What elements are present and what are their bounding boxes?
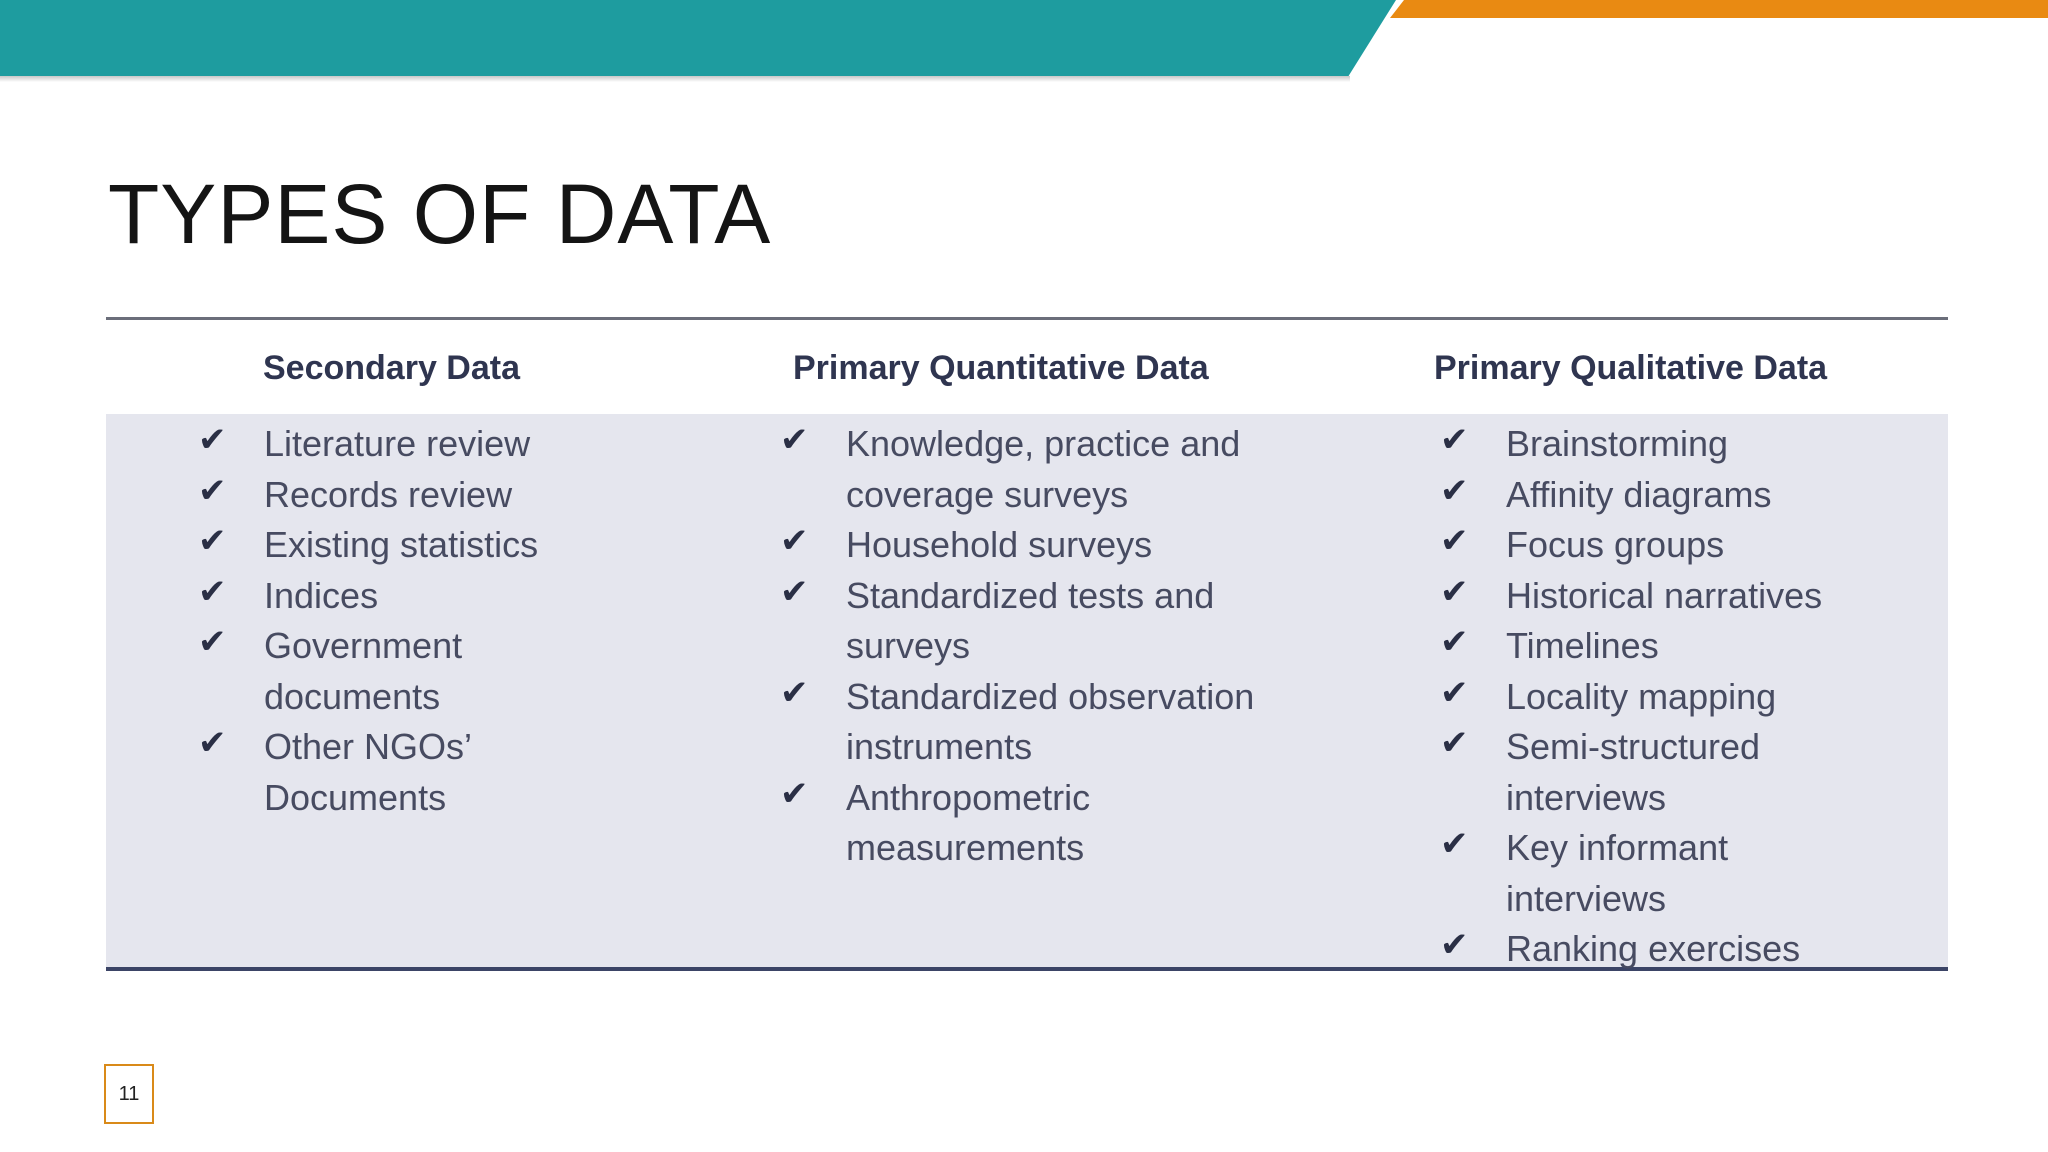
checkmark-icon: ✔ xyxy=(198,622,227,662)
list-item: ✔ Household surveys xyxy=(780,520,1300,571)
checkmark-icon: ✔ xyxy=(780,773,809,814)
checkmark-icon: ✔ xyxy=(1440,723,1469,763)
checkmark-icon: ✔ xyxy=(1440,420,1469,460)
checkmark-icon: ✔ xyxy=(198,420,227,460)
checkmark-icon: ✔ xyxy=(1440,571,1469,612)
list-item: ✔ Knowledge, practice and coverage survey… xyxy=(780,419,1300,520)
table-body-background xyxy=(106,414,1948,967)
list-item: ✔ Brainstorming xyxy=(1440,419,1860,470)
list-item-text: Ranking exercises xyxy=(1506,928,1801,969)
table-bottom-rule xyxy=(106,967,1948,971)
header-banner-teal xyxy=(0,0,1396,76)
list-item-text: Brainstorming xyxy=(1506,423,1729,464)
header-banner-orange xyxy=(1390,0,2048,18)
column-header-primary-quantitative: Primary Quantitative Data xyxy=(793,349,1209,387)
checkmark-icon: ✔ xyxy=(780,672,809,713)
column-header-primary-qualitative: Primary Qualitative Data xyxy=(1434,349,1828,387)
list-item-text: Literature review xyxy=(264,423,531,464)
list-item-text: Knowledge, practice and coverage surveys xyxy=(846,423,1241,515)
list-item-text: Anthropometric measurements xyxy=(846,776,1091,869)
list-item-text: Standardized tests and surveys xyxy=(846,574,1215,667)
list-item: ✔ Historical narratives xyxy=(1440,571,1860,622)
data-types-table: Secondary Data Primary Quantitative Data… xyxy=(106,317,1948,971)
checkmark-icon: ✔ xyxy=(198,521,227,561)
header-banner-shadow xyxy=(0,76,1350,82)
list-item: ✔ Literature review xyxy=(198,419,568,470)
checkmark-icon: ✔ xyxy=(1440,470,1469,511)
list-item-text: Historical narratives xyxy=(1506,574,1823,616)
checkmark-icon: ✔ xyxy=(780,571,809,612)
list-item: ✔ Government documents xyxy=(198,621,568,722)
checkmark-icon: ✔ xyxy=(198,723,227,763)
list-item: ✔ Ranking exercises xyxy=(1440,924,1860,975)
secondary-data-list: ✔ Literature review ✔ Records review ✔ Existi… xyxy=(198,419,568,823)
checkmark-icon: ✔ xyxy=(1440,925,1469,965)
list-item: ✔ Semi-structured interviews xyxy=(1440,722,1860,823)
list-item-text: Government documents xyxy=(264,625,463,717)
list-item: ✔ Existing statistics xyxy=(198,520,568,571)
list-item-text: Focus groups xyxy=(1506,524,1725,565)
list-item: ✔ Locality mapping xyxy=(1440,672,1860,723)
list-item: ✔ Anthropometric measurements xyxy=(780,773,1300,874)
list-item-text: Timelines xyxy=(1506,625,1659,666)
checkmark-icon: ✔ xyxy=(1440,622,1469,662)
table-top-rule xyxy=(106,317,1948,320)
checkmark-icon: ✔ xyxy=(1440,824,1469,864)
list-item-text: Key informant interviews xyxy=(1506,827,1729,919)
primary-quantitative-list: ✔ Knowledge, practice and coverage survey… xyxy=(780,419,1300,874)
list-item: ✔ Key informant interviews xyxy=(1440,823,1860,924)
list-item-text: Standardized observation instruments xyxy=(846,675,1255,768)
list-item: ✔ Records review xyxy=(198,470,568,521)
list-item-text: Locality mapping xyxy=(1506,675,1777,717)
slide-title: TYPES OF DATA xyxy=(108,167,772,261)
checkmark-icon: ✔ xyxy=(198,470,227,511)
list-item: ✔ Indices xyxy=(198,571,568,622)
list-item-text: Affinity diagrams xyxy=(1506,473,1772,515)
checkmark-icon: ✔ xyxy=(1440,672,1469,713)
list-item: ✔ Timelines xyxy=(1440,621,1860,672)
checkmark-icon: ✔ xyxy=(780,521,809,561)
list-item-text: Existing statistics xyxy=(264,524,539,565)
list-item-text: Indices xyxy=(264,574,379,616)
list-item: ✔ Affinity diagrams xyxy=(1440,470,1860,521)
column-header-secondary: Secondary Data xyxy=(263,349,520,387)
list-item-text: Other NGOs’ Documents xyxy=(264,726,471,818)
primary-qualitative-list: ✔ Brainstorming ✔ Affinity diagrams ✔ Focus g… xyxy=(1440,419,1860,975)
page-number: 11 xyxy=(104,1064,154,1124)
checkmark-icon: ✔ xyxy=(198,571,227,612)
list-item-text: Records review xyxy=(264,473,513,515)
list-item: ✔ Standardized observation instruments xyxy=(780,672,1300,773)
list-item: ✔ Focus groups xyxy=(1440,520,1860,571)
list-item-text: Semi-structured interviews xyxy=(1506,726,1761,818)
checkmark-icon: ✔ xyxy=(1440,521,1469,561)
checkmark-icon: ✔ xyxy=(780,420,809,460)
list-item: ✔ Standardized tests and surveys xyxy=(780,571,1300,672)
list-item: ✔ Other NGOs’ Documents xyxy=(198,722,568,823)
list-item-text: Household surveys xyxy=(846,524,1153,565)
